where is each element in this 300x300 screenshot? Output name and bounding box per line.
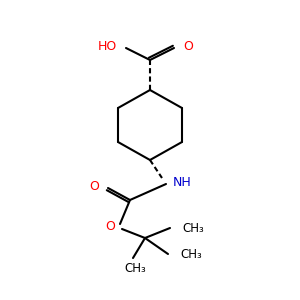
Text: HO: HO [98, 40, 117, 53]
Text: CH₃: CH₃ [180, 248, 202, 260]
Text: O: O [183, 40, 193, 53]
Text: O: O [89, 181, 99, 194]
Text: O: O [105, 220, 115, 232]
Text: CH₃: CH₃ [182, 221, 204, 235]
Text: NH: NH [173, 176, 192, 188]
Text: CH₃: CH₃ [124, 262, 146, 275]
